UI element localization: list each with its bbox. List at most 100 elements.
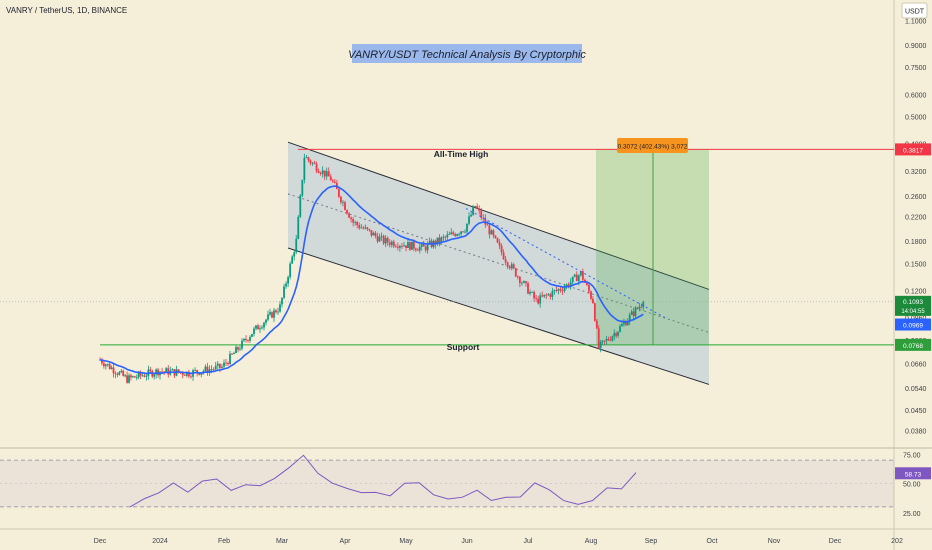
candle-body (327, 171, 330, 177)
candle-body (360, 227, 363, 229)
candle-body (358, 225, 361, 229)
candle-body (615, 333, 618, 336)
candle-body (202, 370, 205, 373)
rsi-tick: 75.00 (903, 452, 921, 459)
candle-body (185, 371, 188, 376)
candle-body (632, 311, 635, 316)
candle-body (145, 375, 148, 377)
time-tick: Sep (645, 538, 658, 545)
chart-title: VANRY/USDT Technical Analysis By Cryptor… (348, 49, 586, 61)
candle-body (120, 370, 123, 373)
candle-body (470, 214, 472, 217)
candle-body (571, 276, 574, 283)
candle-body (342, 202, 344, 203)
candle-body (636, 307, 639, 309)
candle-body (161, 371, 163, 373)
candle-body (547, 294, 550, 296)
candle-body (196, 370, 199, 373)
candle-body (642, 301, 645, 308)
candle-body (293, 252, 296, 257)
candle-body (541, 295, 544, 297)
candle-body (149, 369, 152, 371)
candle-body (474, 206, 477, 207)
candle-body (116, 374, 119, 375)
time-tick: Dec (94, 538, 107, 545)
candle-body (521, 282, 523, 284)
candle-body (535, 298, 538, 299)
price-tick: 0.0380 (905, 429, 927, 436)
candle-body (590, 291, 592, 299)
candle-body (609, 339, 612, 341)
candle-body (617, 331, 619, 336)
rsi-tick: 50.00 (903, 482, 921, 489)
candle-body (132, 376, 134, 378)
candle-body (223, 362, 225, 367)
candle-body (581, 271, 584, 280)
candle-body (285, 283, 287, 287)
candle-body (255, 325, 257, 329)
candle-body (563, 287, 566, 292)
candle-body (218, 363, 221, 368)
candle-body (311, 162, 314, 164)
rsi-line (129, 454, 637, 508)
candle-body (436, 237, 439, 245)
candle-body (317, 171, 320, 173)
candle-body (529, 292, 531, 294)
candle-body (352, 219, 355, 223)
time-tick: Aug (585, 538, 598, 545)
candle-body (624, 322, 627, 326)
currency-label[interactable]: USDT (905, 9, 925, 16)
candle-body (426, 243, 429, 251)
candle-body (241, 340, 243, 349)
candle-body (498, 242, 501, 246)
price-tick: 0.1200 (905, 288, 927, 295)
candle-body (452, 232, 455, 235)
candle-body (442, 236, 445, 238)
candle-body (605, 338, 608, 341)
candle-body (384, 237, 387, 244)
candle-body (370, 230, 373, 236)
candle-body (424, 246, 427, 251)
candle-body (263, 322, 265, 328)
candle-body (588, 284, 590, 292)
candle-body (506, 262, 509, 267)
candle-body (551, 290, 554, 297)
title-background (352, 44, 582, 63)
currency-button[interactable] (901, 2, 928, 19)
candle-body (251, 333, 253, 337)
candle-body (420, 243, 423, 247)
candle-body (621, 324, 623, 327)
candle-body (309, 160, 312, 164)
candle-body (181, 372, 184, 375)
candle-body (372, 232, 375, 236)
candle-body (638, 306, 641, 309)
candle-body (216, 363, 219, 366)
candle-body (135, 377, 138, 379)
candle-body (325, 171, 328, 177)
candle-body (249, 336, 251, 341)
candle-body (283, 286, 285, 298)
candle-body (619, 326, 621, 332)
candle-body (613, 333, 616, 337)
candle-body (486, 224, 489, 226)
candle-body (307, 157, 310, 161)
time-tick: Nov (768, 538, 781, 545)
candle-body (237, 347, 239, 350)
candle-body (271, 312, 273, 318)
candle-body (543, 294, 546, 297)
candle-body (157, 369, 159, 376)
candle-body (183, 374, 186, 376)
candle-body (267, 314, 269, 320)
candle-body (141, 375, 144, 377)
ema-value: 0.0969 (903, 323, 923, 330)
candle-body (378, 236, 381, 242)
candle-body (428, 241, 431, 244)
channel-lower-line (287, 247, 710, 385)
candle-body (231, 353, 233, 355)
candle-body (301, 179, 304, 196)
candle-body (480, 210, 483, 218)
candle-body (597, 328, 600, 348)
candle-body (579, 271, 582, 276)
candle-body (106, 363, 109, 365)
